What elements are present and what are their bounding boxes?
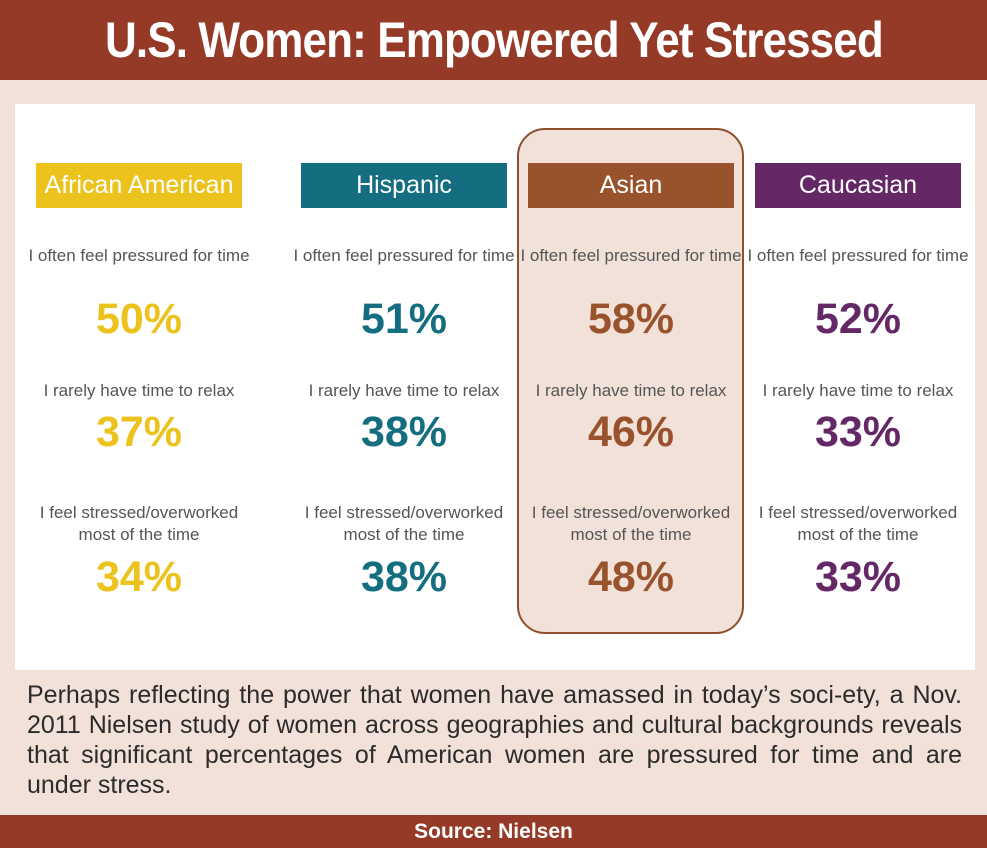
stat-value: 33%	[814, 408, 902, 456]
stat-value: 51%	[360, 295, 448, 343]
stat-value: 58%	[587, 295, 675, 343]
stat-label: I often feel pressured for time	[28, 246, 250, 265]
group-header: Hispanic	[301, 163, 507, 208]
stat-label: I rarely have time to relax	[535, 381, 727, 400]
stat-value: 52%	[814, 295, 902, 343]
group-header: African American	[36, 163, 242, 208]
group-header: Asian	[528, 163, 734, 208]
stat-value: 33%	[814, 553, 902, 601]
description-text: Perhaps reflecting the power that women …	[27, 681, 962, 799]
column-hispanic: Hispanic I often feel pressured for time…	[293, 163, 515, 601]
stat-label: I often feel pressured for time	[747, 246, 969, 265]
column-african-american: African American I often feel pressured …	[28, 163, 250, 601]
stat-label: I often feel pressured for time	[520, 246, 742, 265]
stat-value: 38%	[360, 553, 448, 601]
column-caucasian: Caucasian I often feel pressured for tim…	[747, 163, 969, 601]
footer-bar: Source: Nielsen	[0, 815, 987, 848]
stat-label: I rarely have time to relax	[762, 381, 954, 400]
source-credit: Source: Nielsen	[414, 819, 573, 843]
group-header: Caucasian	[755, 163, 961, 208]
page-title: U.S. Women: Empowered Yet Stressed	[104, 12, 884, 68]
stat-label: I feel stressed/overworked most of the t…	[531, 503, 731, 544]
stat-label: I feel stressed/overworked most of the t…	[758, 503, 958, 544]
title-bar: U.S. Women: Empowered Yet Stressed	[0, 0, 987, 80]
stat-label: I often feel pressured for time	[293, 246, 515, 265]
column-asian: Asian I often feel pressured for time 58…	[520, 163, 742, 601]
stat-label: I feel stressed/overworked most of the t…	[304, 503, 504, 544]
stat-value: 34%	[95, 553, 183, 601]
stat-value: 50%	[95, 295, 183, 343]
stat-label: I feel stressed/overworked most of the t…	[39, 503, 239, 544]
stat-label: I rarely have time to relax	[308, 381, 500, 400]
stat-value: 37%	[95, 408, 183, 456]
highlight-box	[517, 128, 744, 634]
stat-label: I rarely have time to relax	[43, 381, 235, 400]
stat-value: 48%	[587, 553, 675, 601]
stat-value: 46%	[587, 408, 675, 456]
stat-value: 38%	[360, 408, 448, 456]
